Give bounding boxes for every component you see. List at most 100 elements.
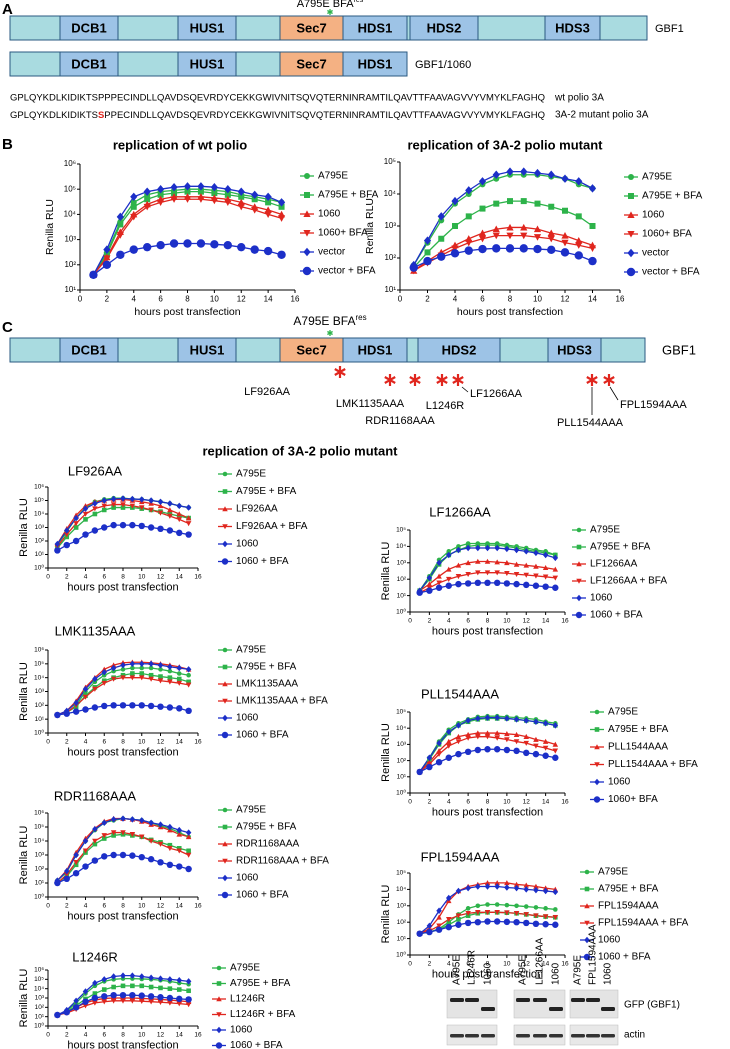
chart: L1246R 10⁰ 10¹ 10² 10³ 10⁴ 10⁵ 10⁶ 0 2 4 6 8 10 12 14 16… <box>18 949 296 1049</box>
marker <box>552 754 559 761</box>
marker <box>138 834 145 840</box>
x-tick-label: 12 <box>561 295 570 304</box>
marker <box>492 244 501 253</box>
marker <box>73 521 79 527</box>
x-axis-label: hours post transfection <box>457 306 563 318</box>
x-tick-label: 14 <box>176 1031 184 1038</box>
marker <box>426 922 433 930</box>
marker <box>533 736 539 742</box>
x-tick-label: 16 <box>561 617 569 624</box>
x-tick-label: 8 <box>121 573 125 580</box>
marker <box>167 679 173 685</box>
marker <box>156 240 165 250</box>
x-tick-label: 2 <box>65 573 69 580</box>
marker <box>523 562 530 568</box>
marker <box>464 748 472 756</box>
marker <box>176 987 182 992</box>
asterisk <box>409 374 421 386</box>
marker <box>157 661 164 669</box>
marker <box>101 976 108 983</box>
marker <box>424 249 431 256</box>
marker <box>157 703 164 710</box>
marker <box>494 883 500 890</box>
x-tick-label: 4 <box>453 295 458 304</box>
marker <box>542 551 549 559</box>
marker <box>445 728 452 736</box>
marker <box>147 993 155 1000</box>
marker <box>185 978 192 985</box>
marker <box>514 903 519 909</box>
marker <box>594 727 600 732</box>
marker <box>575 236 583 244</box>
marker <box>216 1026 222 1034</box>
protein-name: GBF1/1060 <box>415 59 471 71</box>
x-axis-label: hours post transfection <box>67 911 178 923</box>
row-label: GFP (GBF1) <box>624 1000 680 1011</box>
y-tick-label: 10⁰ <box>34 729 44 737</box>
marker <box>54 540 61 548</box>
marker <box>144 196 151 203</box>
marker <box>143 187 151 196</box>
marker <box>533 573 539 579</box>
chart: replication of wt polio 10¹ 10² 10³ 10⁴ 10⁵ 10… <box>44 137 379 317</box>
marker <box>437 252 446 261</box>
marker <box>148 819 154 827</box>
marker <box>157 510 164 516</box>
chart: LF1266AA 10⁰ 10¹ 10² 10³ 10⁴ 10⁵ 0 2 4 6 8 10 12 14 16 h… <box>380 504 667 637</box>
marker <box>63 1008 70 1016</box>
y-axis-label: Renilla RLU <box>18 662 30 721</box>
marker <box>120 830 126 836</box>
marker <box>176 863 183 870</box>
mutation-label: RDR1168AAA <box>365 415 435 427</box>
band <box>586 998 600 1002</box>
marker <box>73 514 79 522</box>
x-tick-label: 8 <box>486 798 490 805</box>
marker <box>110 521 117 529</box>
marker <box>72 1004 80 1011</box>
marker <box>532 920 540 928</box>
marker <box>130 213 138 221</box>
marker <box>542 738 549 744</box>
lane-label: 1060 <box>603 962 614 985</box>
legend-label: 1060 <box>598 935 621 946</box>
marker <box>101 833 108 839</box>
domain <box>409 15 479 41</box>
marker <box>210 197 218 205</box>
y-tick-label: 10⁶ <box>64 159 76 168</box>
marker <box>513 884 520 892</box>
marker <box>576 594 582 602</box>
x-tick-label: 6 <box>466 798 470 805</box>
marker <box>157 994 164 1001</box>
marker <box>167 1000 173 1006</box>
marker <box>63 872 70 878</box>
marker <box>91 857 99 864</box>
marker <box>101 993 108 1000</box>
marker <box>475 730 481 736</box>
x-tick-label: 4 <box>84 1031 88 1038</box>
marker <box>110 991 117 999</box>
connector <box>461 386 469 393</box>
legend-label: LMK1135AAA + BFA <box>236 696 328 707</box>
marker <box>129 660 136 668</box>
marker <box>575 213 582 220</box>
marker <box>129 675 136 681</box>
marker <box>576 527 582 533</box>
x-tick-label: 10 <box>503 960 511 967</box>
note-sup: res <box>355 313 366 322</box>
marker <box>542 720 549 727</box>
marker <box>523 733 530 739</box>
marker <box>101 999 108 1005</box>
marker <box>92 675 98 683</box>
marker <box>494 910 500 916</box>
x-tick-label: 8 <box>508 295 513 304</box>
marker <box>138 505 145 511</box>
y-tick-label: 10² <box>397 576 407 583</box>
marker <box>520 223 528 231</box>
marker <box>520 232 528 240</box>
marker <box>157 185 165 194</box>
marker <box>176 848 183 854</box>
marker <box>523 919 530 927</box>
marker <box>222 858 228 864</box>
asterisk <box>603 374 615 386</box>
marker <box>492 232 500 240</box>
